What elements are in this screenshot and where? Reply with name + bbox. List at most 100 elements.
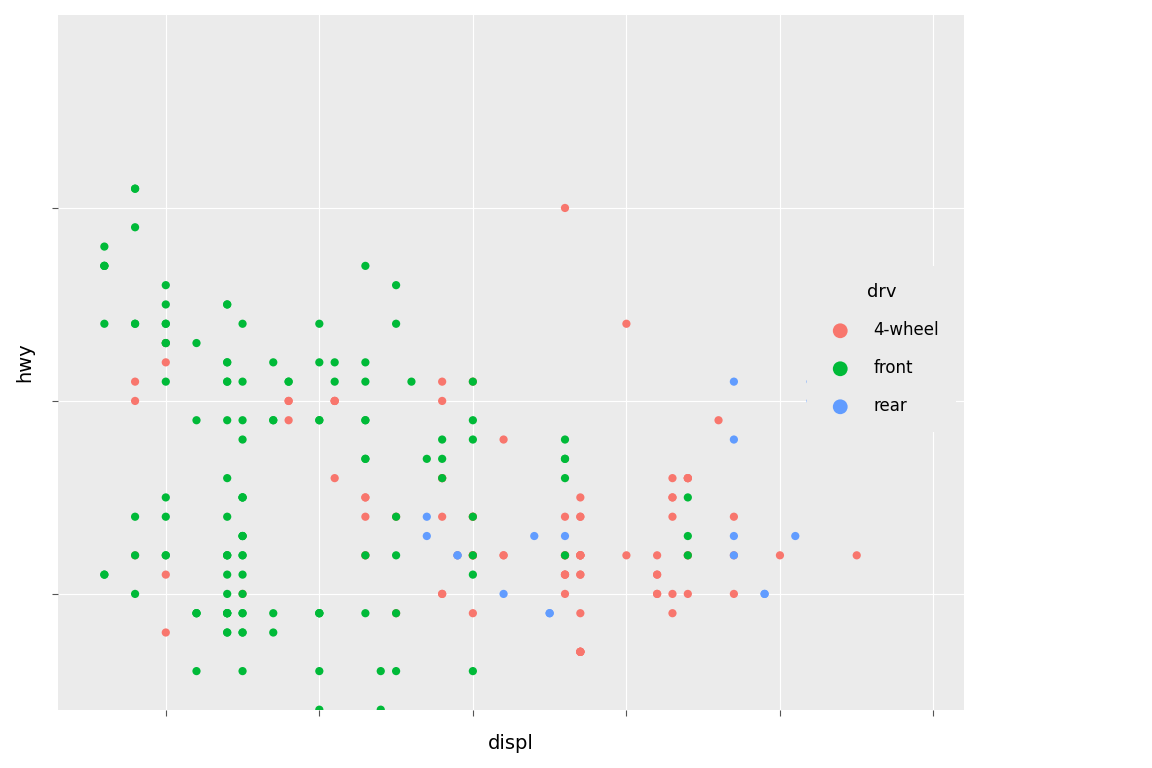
4-wheel [356,492,374,504]
rear [786,530,804,542]
rear [756,588,774,600]
front [234,588,252,600]
4-wheel [555,549,574,561]
front [234,492,252,504]
rear [448,549,467,561]
4-wheel [571,492,590,504]
4-wheel [126,549,144,561]
4-wheel [679,472,697,485]
front [126,549,144,561]
4-wheel [555,568,574,581]
front [234,414,252,426]
front [218,607,236,619]
front [188,607,206,619]
front [417,452,435,465]
front [387,279,406,291]
4-wheel [555,568,574,581]
4-wheel [664,588,682,600]
4-wheel [494,549,513,561]
front [264,627,282,639]
front [218,607,236,619]
front [356,452,374,465]
rear [725,376,743,388]
front [555,472,574,485]
4-wheel [555,549,574,561]
front [218,414,236,426]
front [463,414,482,426]
4-wheel [356,492,374,504]
4-wheel [647,568,666,581]
4-wheel [463,549,482,561]
front [234,549,252,561]
4-wheel [555,549,574,561]
4-wheel [448,549,467,561]
front [356,260,374,272]
rear [417,511,435,523]
front [234,492,252,504]
4-wheel [494,549,513,561]
front [433,433,452,445]
4-wheel [157,568,175,581]
front [218,376,236,388]
4-wheel [679,549,697,561]
front [356,356,374,369]
front [96,240,114,253]
front [157,549,175,561]
front [264,356,282,369]
rear [448,549,467,561]
rear [725,433,743,445]
front [126,318,144,330]
4-wheel [664,511,682,523]
front [126,588,144,600]
rear [540,607,559,619]
4-wheel [647,588,666,600]
front [157,337,175,349]
front [310,414,328,426]
front [218,356,236,369]
front [372,703,391,716]
front [310,356,328,369]
front [218,568,236,581]
front [326,376,344,388]
front [96,260,114,272]
front [157,492,175,504]
4-wheel [433,588,452,600]
front [234,568,252,581]
front [463,433,482,445]
rear [494,588,513,600]
4-wheel [679,472,697,485]
4-wheel [571,646,590,658]
4-wheel [555,511,574,523]
4-wheel [463,549,482,561]
front [234,627,252,639]
front [310,607,328,619]
front [463,549,482,561]
front [310,318,328,330]
front [463,568,482,581]
front [387,607,406,619]
4-wheel [280,395,298,407]
4-wheel [571,568,590,581]
4-wheel [463,549,482,561]
front [310,607,328,619]
front [387,318,406,330]
rear [555,530,574,542]
front [372,665,391,677]
4-wheel [387,607,406,619]
front [96,260,114,272]
front [555,549,574,561]
4-wheel [356,549,374,561]
front [188,607,206,619]
front [280,376,298,388]
4-wheel [433,472,452,485]
front [188,337,206,349]
4-wheel [571,549,590,561]
4-wheel [555,588,574,600]
4-wheel [848,549,866,561]
4-wheel [664,492,682,504]
front [234,492,252,504]
4-wheel [571,511,590,523]
front [218,588,236,600]
4-wheel [725,549,743,561]
4-wheel [326,472,344,485]
